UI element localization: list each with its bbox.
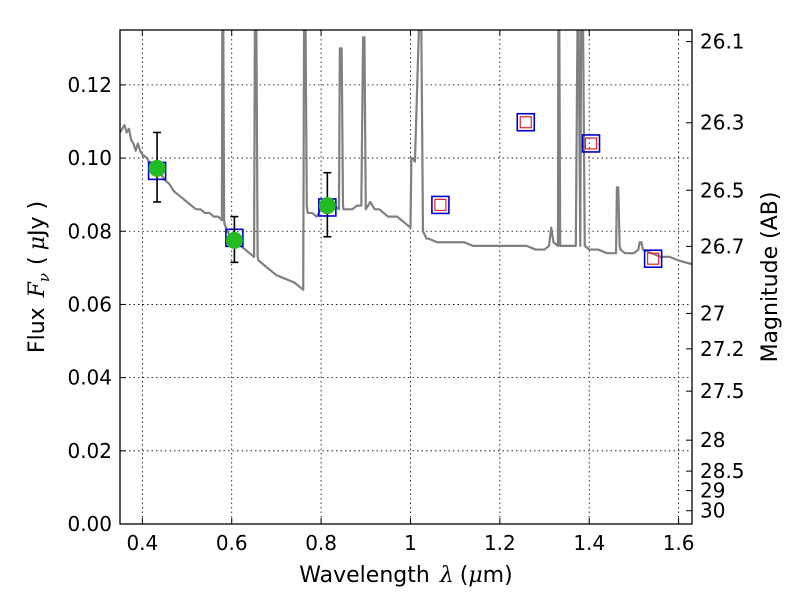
x-tick-label: 1.4 <box>573 531 605 555</box>
grid-lines <box>120 30 692 524</box>
x-tick-label: 0.6 <box>216 531 248 555</box>
model-flux-inner-box <box>584 137 598 150</box>
model-flux-inner-box <box>434 198 447 212</box>
photometry-points <box>147 112 663 269</box>
y2-tick-label: 27 <box>700 301 725 325</box>
x-tick-label: 0.4 <box>126 531 158 555</box>
y-tick-label: 0.10 <box>67 146 112 170</box>
y2-axis-label: Magnitude (AB) <box>758 192 783 363</box>
y2-tick-label: 26.7 <box>700 234 745 258</box>
x-tick-label: 0.8 <box>305 531 337 555</box>
y-tick-label: 0.08 <box>67 219 112 243</box>
model-flux-box <box>581 134 601 153</box>
model-flux-box <box>431 195 450 215</box>
y2-tick-label: 27.5 <box>700 379 745 403</box>
y2-tick-label: 27.2 <box>700 337 745 361</box>
x-tick-label: 1 <box>404 531 417 555</box>
detection-point <box>225 231 243 249</box>
detection-point <box>148 159 166 177</box>
y-axis-label: FluxFν(μJy ) <box>25 201 53 353</box>
model-flux-box <box>516 112 536 132</box>
y2-tick-label: 28 <box>700 428 725 452</box>
plot-frame <box>119 29 693 525</box>
y2-tick-label: 30 <box>700 499 725 523</box>
y2-tick-label: 26.5 <box>700 178 745 202</box>
x-tick-label: 1.6 <box>663 531 695 555</box>
x-axis-label: Wavelength λ (μm) <box>299 563 512 588</box>
y2-tick-label: 28.5 <box>700 459 745 483</box>
model-flux-inner-box <box>519 116 532 129</box>
x-tick-label: 1.2 <box>484 531 516 555</box>
sed-model-line <box>120 30 692 291</box>
axis-ticks: 0.4 0.6 0.8 1 1.2 1.4 1.6 0.00 0.02 0.04 0.06 0.08 0… <box>67 30 744 555</box>
model-flux-inner-box <box>647 252 660 265</box>
y-tick-label: 0.06 <box>67 292 112 316</box>
y2-tick-label: 26.1 <box>700 30 745 54</box>
detection-point <box>318 197 336 215</box>
y2-tick-label: 29 <box>700 479 725 503</box>
model-flux-box <box>643 249 663 269</box>
y-tick-label: 0.04 <box>67 366 112 390</box>
y-tick-label: 0.00 <box>67 512 112 536</box>
sed-layer <box>120 30 692 291</box>
y-tick-label: 0.02 <box>67 439 112 463</box>
y2-tick-label: 26.3 <box>700 111 745 135</box>
y-tick-label: 0.12 <box>67 73 112 97</box>
